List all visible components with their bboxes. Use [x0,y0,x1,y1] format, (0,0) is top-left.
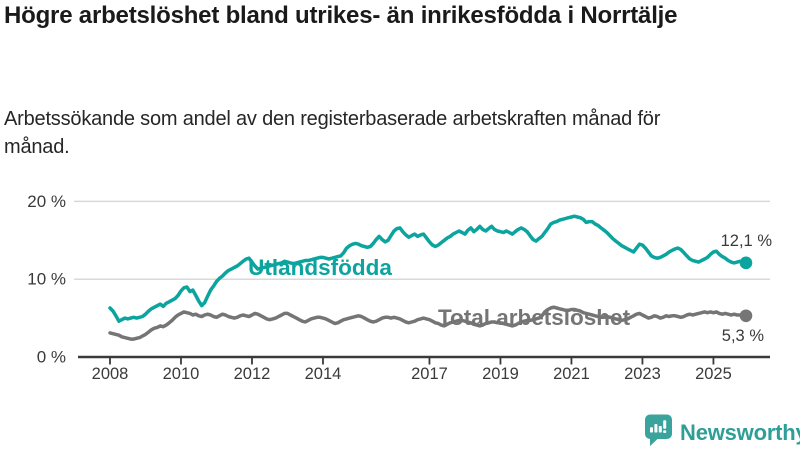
series-line-1 [108,305,748,341]
x-tick-label: 2025 [695,365,732,383]
x-tick-label: 2012 [234,365,271,383]
series-end-value-label-0: 12,1 % [721,232,773,250]
series-end-dot-1 [739,309,753,323]
x-tick-label: 2010 [163,365,200,383]
x-tick-label: 2023 [624,365,661,383]
x-tick-label: 2019 [482,365,519,383]
logo-bubble [645,414,672,446]
page-title: Högre arbetslöshet bland utrikes- än inr… [4,2,678,29]
chart-subtitle: Arbetssökande som andel av den registerb… [4,108,661,158]
brand-name: Newsworthy [680,420,800,445]
series-end-dot-0 [739,256,753,270]
newsworthy-logo-icon [645,414,672,446]
y-tick-label: 20 % [27,192,66,211]
series-end-value-label-1: 5,3 % [722,327,765,345]
series-label-1: Total arbetslöshet [438,305,631,330]
brand-footer: Newsworthy [644,414,800,447]
series-label-0: Utlandsfödda [248,255,392,280]
x-tick-label: 2008 [92,365,129,383]
x-tick-label: 2017 [411,365,448,383]
x-tick-label: 2014 [305,365,342,383]
series-line-0 [108,214,748,323]
y-tick-label: 10 % [27,270,66,289]
x-tick-label: 2021 [553,365,590,383]
y-tick-label: 0 % [37,348,66,367]
